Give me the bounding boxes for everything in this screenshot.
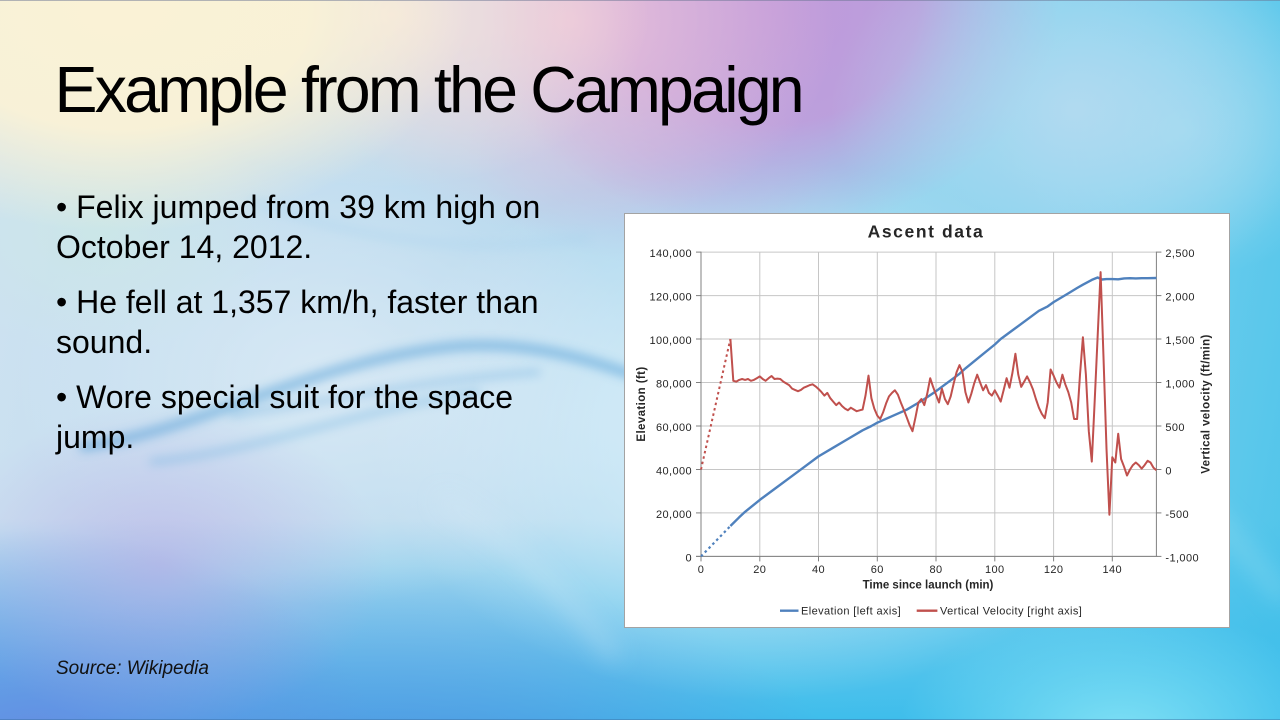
svg-text:20: 20: [753, 564, 766, 576]
svg-text:2,500: 2,500: [1165, 248, 1195, 260]
svg-text:100: 100: [985, 564, 1005, 576]
svg-text:140: 140: [1103, 564, 1123, 576]
svg-text:1,000: 1,000: [1165, 379, 1195, 391]
svg-text:Time since launch (min): Time since launch (min): [863, 580, 994, 592]
svg-text:-500: -500: [1165, 509, 1189, 521]
svg-text:40,000: 40,000: [656, 466, 692, 478]
svg-text:0: 0: [698, 564, 705, 576]
svg-text:2,000: 2,000: [1165, 292, 1195, 304]
svg-text:Vertical velocity (ft/min): Vertical velocity (ft/min): [1201, 334, 1213, 474]
svg-text:60,000: 60,000: [656, 422, 692, 434]
svg-text:40: 40: [812, 564, 825, 576]
svg-text:80,000: 80,000: [656, 379, 692, 391]
svg-text:0: 0: [685, 552, 692, 564]
svg-text:500: 500: [1165, 422, 1185, 434]
svg-text:100,000: 100,000: [649, 335, 692, 347]
svg-text:Elevation (ft): Elevation (ft): [636, 366, 648, 441]
svg-text:20,000: 20,000: [656, 509, 692, 521]
svg-text:1,500: 1,500: [1165, 335, 1195, 347]
svg-text:60: 60: [871, 564, 884, 576]
svg-text:Vertical Velocity [right axis]: Vertical Velocity [right axis]: [940, 606, 1082, 618]
svg-text:Elevation [left axis]: Elevation [left axis]: [801, 606, 901, 618]
svg-text:0: 0: [1165, 466, 1172, 478]
svg-text:120: 120: [1044, 564, 1064, 576]
svg-text:120,000: 120,000: [649, 292, 692, 304]
svg-text:-1,000: -1,000: [1165, 552, 1199, 564]
svg-text:80: 80: [929, 564, 942, 576]
svg-text:Ascent data: Ascent data: [868, 222, 985, 242]
svg-text:140,000: 140,000: [649, 248, 692, 260]
